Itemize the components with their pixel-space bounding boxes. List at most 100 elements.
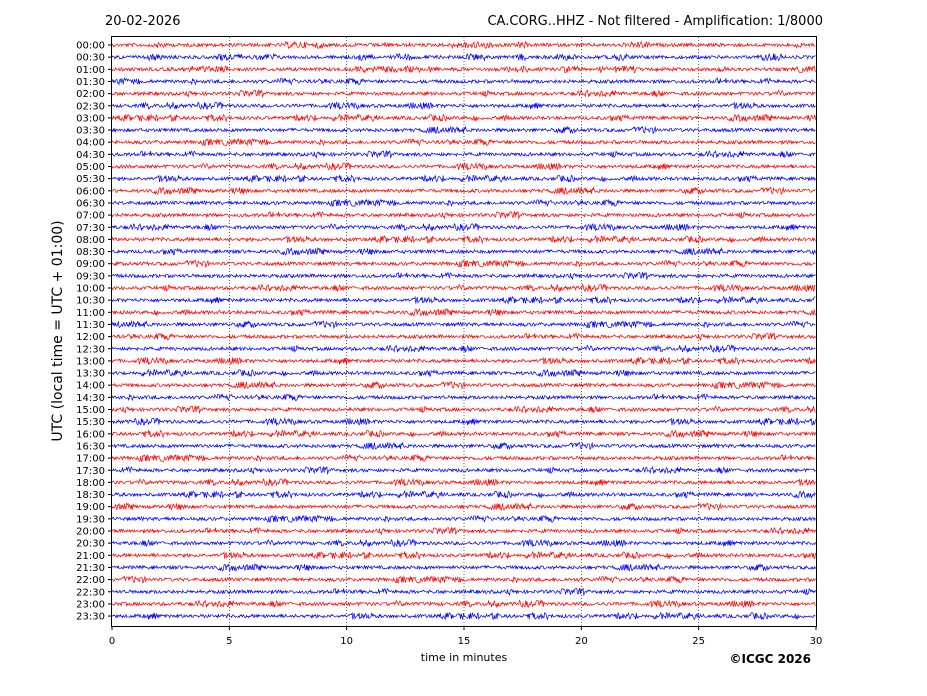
y-tick-label: 13:30 xyxy=(76,369,105,380)
y-tick-label: 23:00 xyxy=(76,599,105,610)
trace-row xyxy=(111,356,816,366)
y-tick-label: 04:00 xyxy=(76,138,105,149)
trace-row xyxy=(111,368,816,378)
trace-row xyxy=(111,149,816,160)
trace-row xyxy=(111,526,816,536)
y-tick-label: 03:00 xyxy=(76,113,105,124)
y-tick-label: 11:30 xyxy=(76,320,105,331)
trace-row xyxy=(111,490,816,500)
x-tick-label: 25 xyxy=(692,636,705,647)
copyright-label: ©ICGC 2026 xyxy=(729,652,811,666)
y-tick-label: 01:00 xyxy=(76,65,105,76)
trace-row xyxy=(111,259,816,269)
y-tick-label: 12:30 xyxy=(76,344,105,355)
trace-row xyxy=(111,538,816,548)
trace-row xyxy=(111,611,816,621)
y-tick-label: 02:30 xyxy=(76,101,105,112)
y-tick-label: 14:00 xyxy=(76,381,105,392)
trace-row xyxy=(111,477,816,487)
trace-row xyxy=(111,186,816,196)
trace-row xyxy=(111,453,816,463)
y-tick-label: 05:00 xyxy=(76,162,105,173)
grid-lines xyxy=(229,37,699,626)
trace-row xyxy=(111,198,816,208)
y-tick-label: 20:00 xyxy=(76,527,105,538)
y-tick-label: 19:00 xyxy=(76,502,105,513)
y-tick-label: 11:00 xyxy=(76,308,105,319)
trace-row xyxy=(111,64,816,74)
y-tick-label: 15:30 xyxy=(76,417,105,428)
y-tick-label: 14:30 xyxy=(76,393,105,404)
trace-row xyxy=(111,295,816,305)
y-tick-label: 08:00 xyxy=(76,235,105,246)
y-tick-label: 15:00 xyxy=(76,405,105,416)
trace-row xyxy=(111,465,816,475)
y-tick-label: 16:00 xyxy=(76,429,105,440)
trace-row xyxy=(111,575,816,584)
y-tick-label: 13:00 xyxy=(76,356,105,367)
y-tick-label: 19:30 xyxy=(76,514,105,525)
y-tick-label: 06:30 xyxy=(76,198,105,209)
x-tick-label: 5 xyxy=(226,636,232,647)
y-tick-label: 01:30 xyxy=(76,77,105,88)
y-tick-label: 07:00 xyxy=(76,211,105,222)
trace-row xyxy=(111,502,816,511)
x-tick-label: 30 xyxy=(810,636,823,647)
y-tick-label: 05:30 xyxy=(76,174,105,185)
trace-row xyxy=(111,161,816,171)
y-axis-label: UTC (local time = UTC + 01:00) xyxy=(50,220,66,441)
trace-row xyxy=(111,320,816,329)
y-tick-label: 03:30 xyxy=(76,126,105,137)
y-tick-label: 22:00 xyxy=(76,575,105,586)
x-tick-label: 10 xyxy=(340,636,353,647)
x-tick-label: 0 xyxy=(109,636,115,647)
x-tick-label: 15 xyxy=(458,636,471,647)
trace-row xyxy=(111,393,816,402)
trace-row xyxy=(111,101,816,111)
y-tick-label: 16:30 xyxy=(76,441,105,452)
trace-row xyxy=(111,283,816,293)
trace-row xyxy=(111,113,816,123)
y-tick-label: 00:00 xyxy=(76,41,105,52)
date-label: 20-02-2026 xyxy=(105,14,181,29)
y-tick-label: 09:30 xyxy=(76,271,105,282)
trace-rows xyxy=(111,40,816,621)
x-axis-label: time in minutes xyxy=(421,651,508,664)
plot-frame xyxy=(111,36,817,627)
trace-row xyxy=(111,234,816,245)
y-tick-label: 08:30 xyxy=(76,247,105,258)
trace-row xyxy=(111,441,816,451)
trace-row xyxy=(111,89,816,99)
y-tick-label: 17:30 xyxy=(76,466,105,477)
y-tick-label: 23:30 xyxy=(76,612,105,623)
trace-row xyxy=(111,210,816,220)
trace-row xyxy=(111,307,816,317)
y-tick-label: 17:00 xyxy=(76,454,105,465)
trace-row xyxy=(111,125,816,135)
trace-row xyxy=(111,417,816,427)
y-tick-label: 20:30 xyxy=(76,539,105,550)
y-tick-label: 00:30 xyxy=(76,53,105,64)
y-tick-label: 07:30 xyxy=(76,223,105,234)
trace-row xyxy=(111,514,816,524)
y-tick-label: 02:00 xyxy=(76,89,105,100)
y-tick-label: 18:00 xyxy=(76,478,105,489)
y-tick-label: 12:00 xyxy=(76,332,105,343)
y-tick-label: 22:30 xyxy=(76,587,105,598)
trace-row xyxy=(111,247,816,256)
trace-row xyxy=(111,550,816,560)
y-tick-label: 10:30 xyxy=(76,296,105,307)
trace-row xyxy=(111,587,816,597)
y-tick-label: 10:00 xyxy=(76,284,105,295)
trace-row xyxy=(111,174,816,184)
trace-row xyxy=(111,40,816,50)
y-tick-label: 06:00 xyxy=(76,186,105,197)
trace-row xyxy=(111,563,816,572)
y-tick-label: 21:30 xyxy=(76,563,105,574)
trace-row xyxy=(111,429,816,439)
x-tick-label: 20 xyxy=(575,636,588,647)
trace-row xyxy=(111,222,816,232)
trace-row xyxy=(111,271,816,281)
